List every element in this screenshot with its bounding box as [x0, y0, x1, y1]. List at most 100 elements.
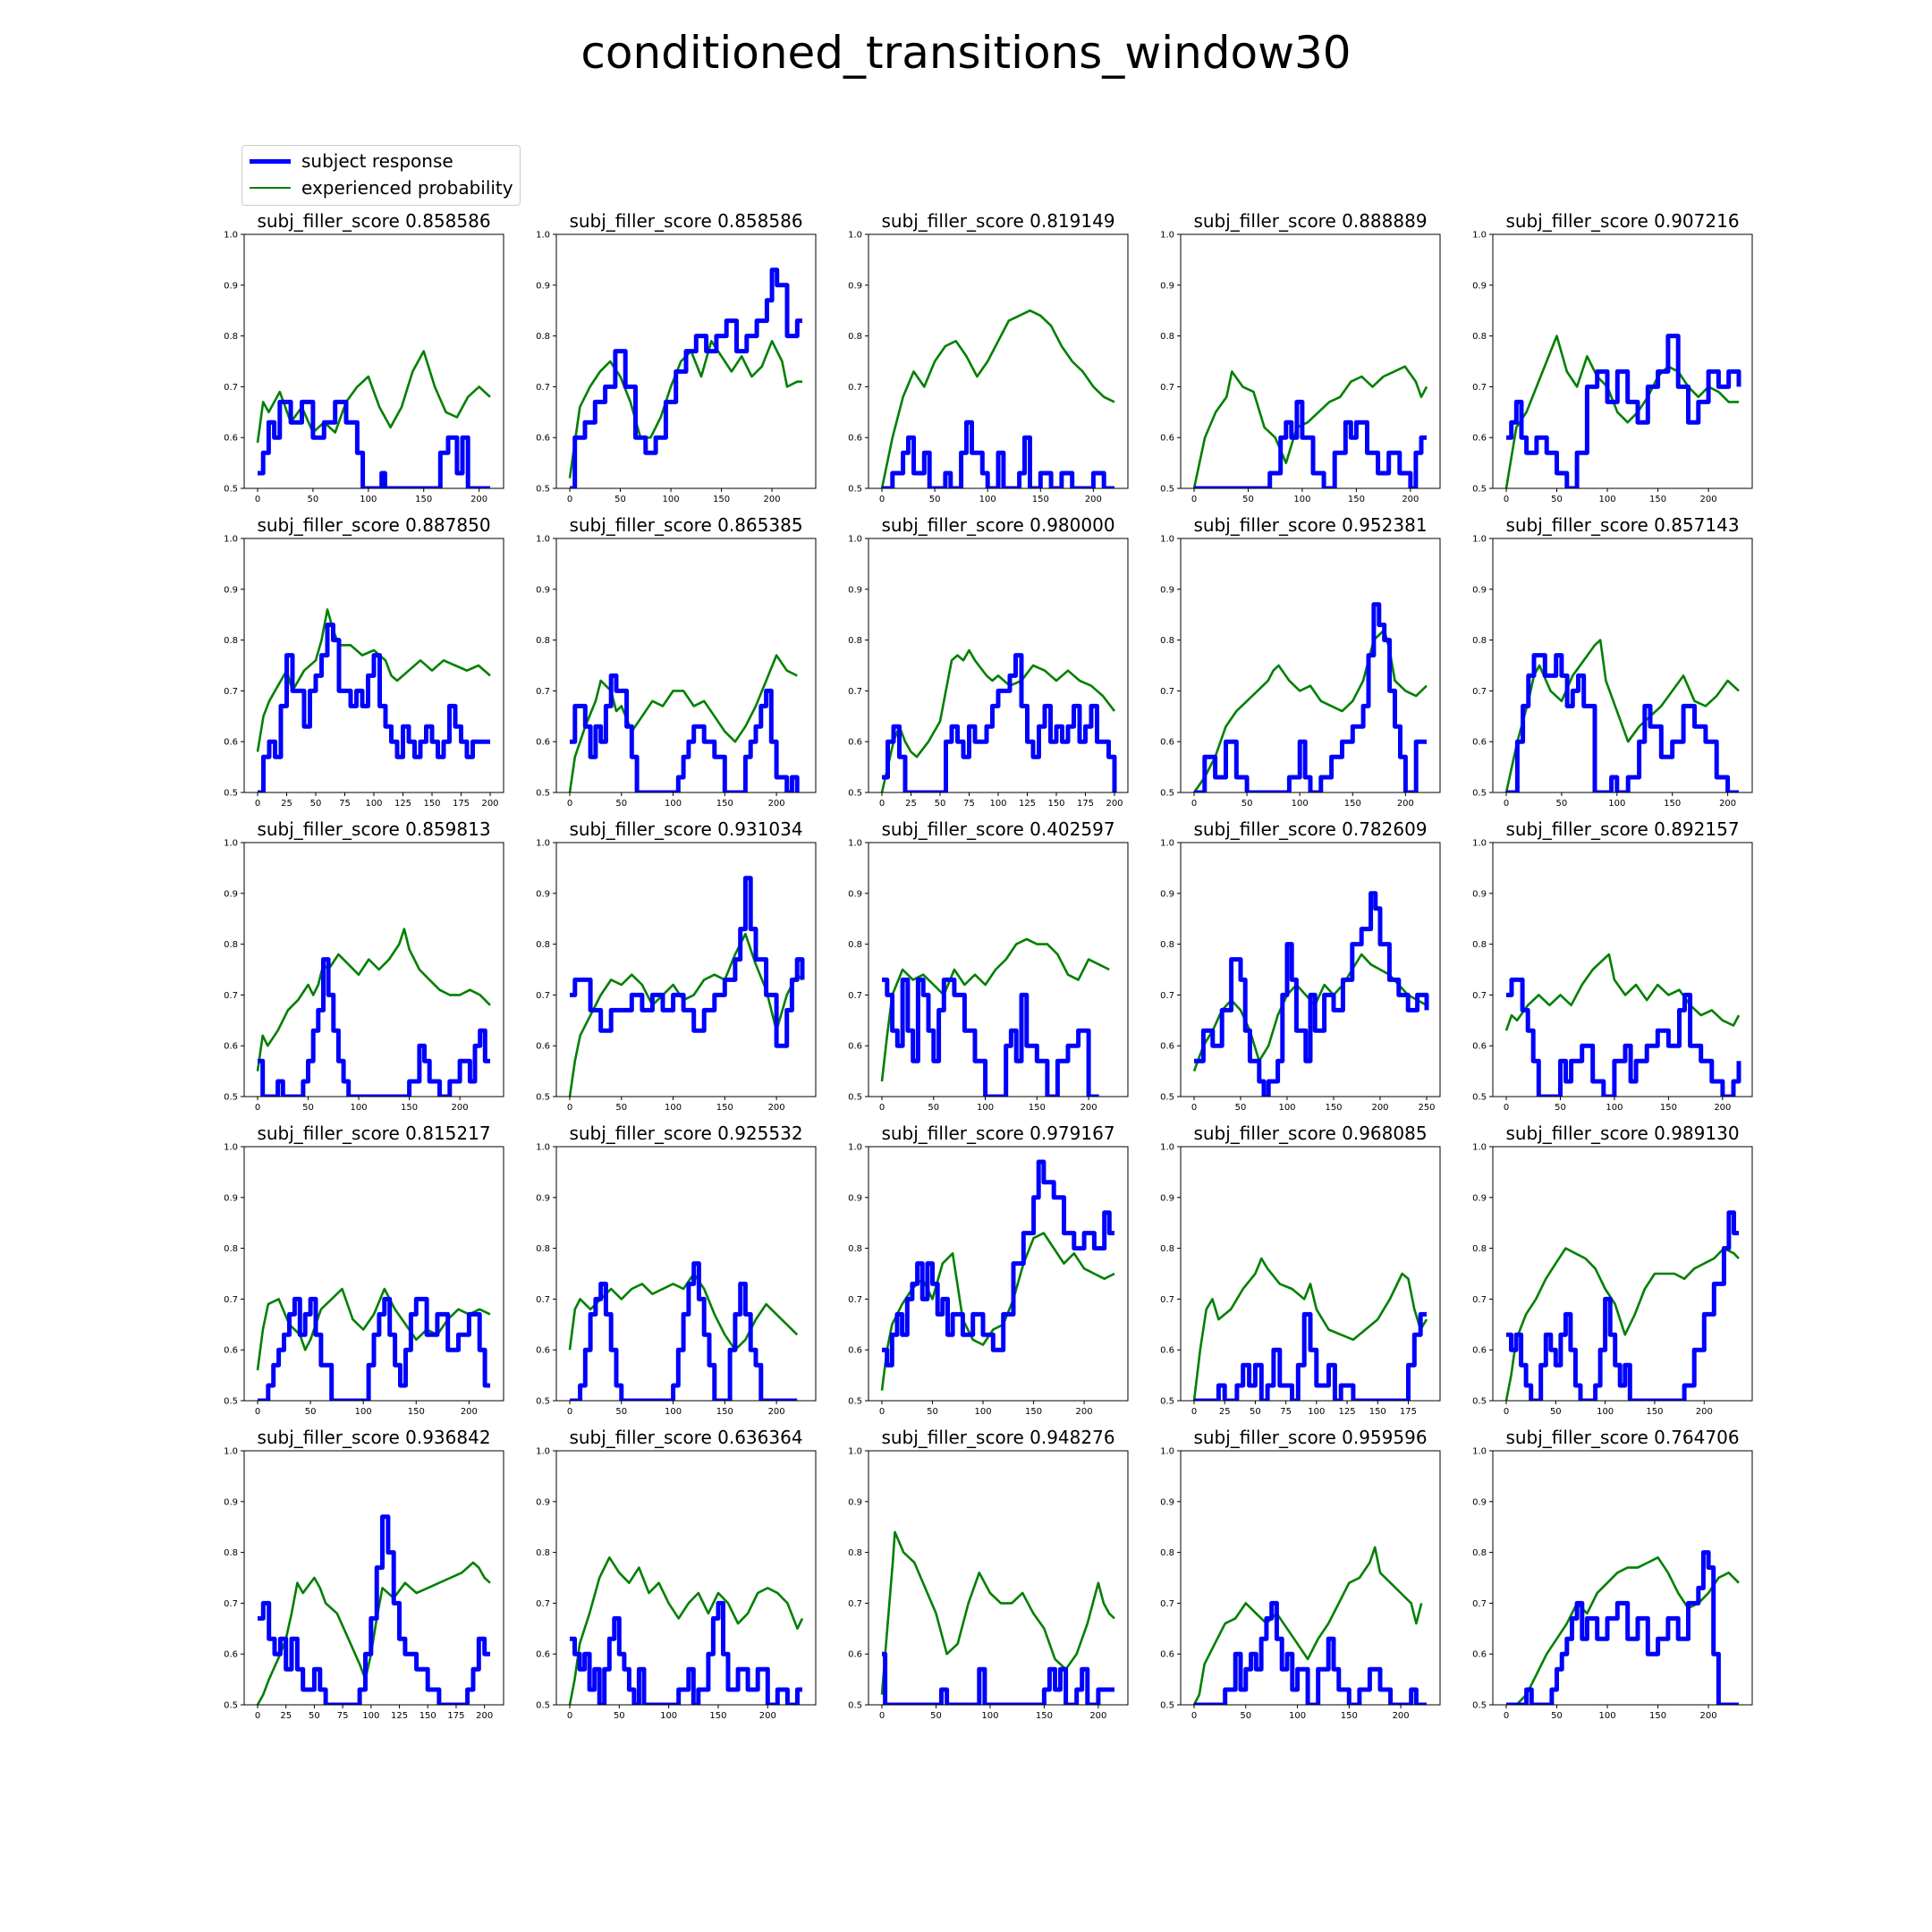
y-tick-label: 0.7 [536, 1599, 550, 1609]
x-tick-label: 50 [310, 799, 322, 809]
subplot-title: subj_filler_score 0.819149 [881, 210, 1114, 232]
y-tick-label: 1.0 [1472, 1143, 1487, 1153]
x-tick-label: 100 [1597, 1407, 1614, 1417]
y-tick-label: 0.8 [536, 1548, 550, 1558]
y-tick-label: 0.6 [848, 1346, 862, 1356]
x-tick-label: 100 [979, 495, 996, 504]
x-tick-label: 150 [1029, 1103, 1046, 1113]
x-tick-label: 200 [768, 799, 785, 809]
x-tick-label: 0 [1191, 1407, 1197, 1417]
y-tick-label: 0.5 [224, 1397, 238, 1407]
y-tick-label: 0.6 [1160, 1346, 1174, 1356]
x-tick-label: 200 [1393, 1711, 1410, 1721]
y-tick-label: 0.6 [1160, 1042, 1174, 1052]
x-tick-label: 0 [567, 799, 572, 809]
subplot-title: subj_filler_score 0.925532 [569, 1123, 802, 1144]
x-tick-label: 0 [567, 495, 572, 504]
y-tick-label: 0.9 [224, 1497, 238, 1507]
x-tick-label: 150 [1660, 1103, 1677, 1113]
subplot-20: subj_filler_score 0.989130 0.5 0.6 0.7 0.8 0.… [1472, 1123, 1753, 1417]
x-tick-label: 50 [1242, 495, 1254, 504]
subplot-15: subj_filler_score 0.892157 0.5 0.6 0.7 0.8 0.… [1472, 818, 1753, 1113]
x-tick-label: 150 [415, 495, 432, 504]
y-tick-label: 0.6 [1472, 1346, 1487, 1356]
y-tick-label: 1.0 [536, 1447, 550, 1457]
y-tick-label: 1.0 [536, 535, 550, 545]
x-tick-label: 100 [989, 799, 1006, 809]
legend: subject response experienced probability [242, 145, 521, 206]
x-tick-label: 200 [470, 495, 487, 504]
y-tick-label: 0.8 [848, 636, 862, 646]
y-tick-label: 0.7 [848, 1599, 862, 1609]
subplot-24: subj_filler_score 0.959596 0.5 0.6 0.7 0.8 0.… [1160, 1427, 1441, 1721]
x-tick-label: 100 [362, 1711, 379, 1721]
y-tick-label: 0.9 [1160, 585, 1174, 595]
subplot-title: subj_filler_score 0.979167 [881, 1123, 1114, 1144]
experienced-probability-line [256, 928, 491, 1072]
experienced-probability-line [1192, 365, 1428, 488]
x-tick-label: 150 [1348, 495, 1365, 504]
subject-response-line [882, 653, 1117, 792]
subject-response-line [1194, 1600, 1427, 1705]
y-tick-label: 0.6 [1160, 434, 1174, 444]
x-tick-label: 150 [1344, 799, 1361, 809]
y-tick-label: 0.7 [1160, 1295, 1174, 1305]
x-tick-label: 100 [1608, 799, 1625, 809]
x-tick-label: 100 [662, 495, 679, 504]
x-tick-label: 50 [1551, 1711, 1563, 1721]
subject-response-line [1194, 399, 1427, 488]
subplot-title: subj_filler_score 0.968085 [1193, 1123, 1427, 1144]
x-tick-label: 200 [1085, 495, 1102, 504]
subplot-title: subj_filler_score 0.959596 [1193, 1427, 1427, 1448]
legend-swatch-experienced [250, 187, 291, 189]
subject-response-line [570, 876, 805, 1048]
x-tick-label: 125 [391, 1711, 408, 1721]
x-tick-label: 200 [1719, 799, 1736, 809]
subplot-4: subj_filler_score 0.888889 0.5 0.6 0.7 0.8 0.… [1160, 210, 1441, 504]
x-tick-label: 75 [337, 1711, 349, 1721]
x-tick-label: 0 [567, 1711, 572, 1721]
y-tick-label: 1.0 [848, 1143, 862, 1153]
x-tick-label: 50 [615, 799, 627, 809]
y-tick-label: 0.5 [1472, 1397, 1487, 1407]
y-tick-label: 0.9 [1472, 889, 1487, 899]
x-tick-label: 50 [930, 1711, 942, 1721]
y-tick-label: 0.7 [224, 1599, 238, 1609]
y-tick-label: 0.7 [224, 991, 238, 1001]
subplot-title: subj_filler_score 0.948276 [881, 1427, 1114, 1448]
y-tick-label: 0.9 [848, 1497, 862, 1507]
x-tick-label: 50 [1550, 1407, 1562, 1417]
y-tick-label: 0.5 [1472, 1093, 1487, 1103]
x-tick-label: 75 [1280, 1407, 1292, 1417]
x-tick-label: 150 [1649, 1711, 1666, 1721]
axes-frame [555, 538, 817, 793]
y-tick-label: 1.0 [1160, 1143, 1174, 1153]
x-tick-label: 0 [255, 1711, 260, 1721]
x-tick-label: 0 [567, 1407, 572, 1417]
subplot-7: subj_filler_score 0.865385 0.5 0.6 0.7 0.8 0.… [536, 514, 817, 809]
subject-response-line [882, 419, 1114, 488]
x-tick-label: 100 [1278, 1103, 1295, 1113]
subject-response-line [258, 399, 490, 488]
x-tick-label: 50 [305, 1407, 317, 1417]
experienced-probability-line [880, 1530, 1115, 1695]
subplot-title: subj_filler_score 0.636364 [569, 1427, 802, 1448]
x-tick-label: 125 [1019, 799, 1036, 809]
legend-label-experienced: experienced probability [301, 177, 513, 199]
x-tick-label: 50 [302, 1103, 314, 1113]
y-tick-label: 0.9 [1472, 1193, 1487, 1203]
y-tick-label: 0.9 [1160, 889, 1174, 899]
x-tick-label: 0 [1504, 1711, 1509, 1721]
subplot-13: subj_filler_score 0.402597 0.5 0.6 0.7 0.8 0.… [848, 818, 1129, 1113]
subject-response-line [1506, 977, 1741, 1097]
y-tick-label: 0.9 [1472, 1497, 1487, 1507]
x-tick-label: 250 [1418, 1103, 1435, 1113]
x-tick-label: 175 [453, 799, 470, 809]
x-tick-label: 150 [709, 1711, 726, 1721]
y-tick-label: 0.6 [1472, 434, 1487, 444]
experienced-probability-line [880, 648, 1116, 792]
y-tick-label: 0.5 [1160, 1397, 1174, 1407]
axes-frame [868, 538, 1129, 793]
x-tick-label: 25 [1219, 1407, 1231, 1417]
